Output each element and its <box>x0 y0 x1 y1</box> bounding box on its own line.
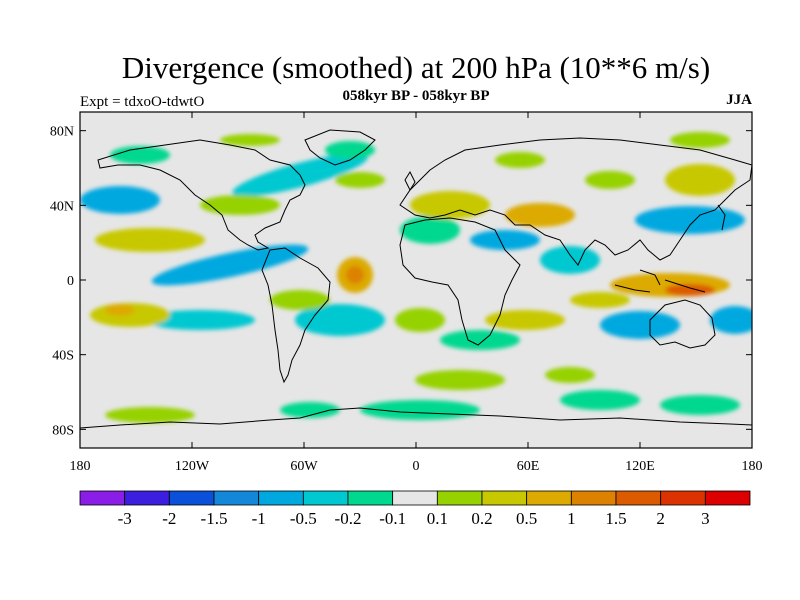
colorbar-swatch <box>436 490 483 506</box>
colorbar-label: -3 <box>118 509 132 528</box>
field-patch <box>220 134 280 146</box>
colorbar-label: 2 <box>656 509 665 528</box>
map-title: Divergence (smoothed) at 200 hPa (10**6 … <box>121 50 711 85</box>
field-patch <box>105 304 135 316</box>
colorbar-swatch <box>526 490 572 506</box>
lon-tick-label: 60W <box>290 459 318 474</box>
coastline-south-america <box>261 247 331 384</box>
colorbar-swatch <box>168 490 215 506</box>
field-patch <box>415 370 505 390</box>
coastline-indonesia <box>614 269 706 293</box>
lat-tick-label: 40N <box>50 199 74 214</box>
field-patch <box>280 402 340 418</box>
field-patch <box>151 244 309 286</box>
lat-tick-label: 0 <box>67 274 74 289</box>
field-patch <box>710 306 752 334</box>
field-patch <box>346 266 364 284</box>
colorbar-swatch <box>79 490 126 506</box>
colorbar-swatch <box>302 490 349 506</box>
field-patch <box>110 146 170 164</box>
coastline-eurasia <box>399 137 752 266</box>
colorbar-label: 1 <box>567 509 576 528</box>
coastline-japan <box>717 204 726 231</box>
field-patch <box>470 230 540 250</box>
field-patch <box>665 284 715 296</box>
field-patch <box>600 311 680 339</box>
colorbar-swatch <box>615 490 662 506</box>
field-patch <box>270 290 330 310</box>
field-patch <box>360 400 480 420</box>
field-patch <box>505 203 575 227</box>
lon-tick-label: 120E <box>625 459 655 474</box>
colorbar-swatch <box>704 490 751 506</box>
colorbar-label: -2 <box>162 509 176 528</box>
coastline-greenland <box>304 129 376 166</box>
colorbar-label: 1.5 <box>605 509 626 528</box>
experiment-label: Expt = tdxoO-tdwtO <box>80 94 205 110</box>
field-patch <box>495 152 545 168</box>
colorbar-swatch <box>660 490 706 506</box>
season-label: JJA <box>726 92 752 108</box>
lon-tick-label: 0 <box>413 459 420 474</box>
colorbar-label: 0.5 <box>516 509 537 528</box>
colorbar-swatch <box>392 490 438 506</box>
colorbar-label: -0.2 <box>335 509 362 528</box>
colorbar-swatch <box>481 490 528 506</box>
colorbar-swatch <box>124 490 170 506</box>
coastline-australia <box>649 299 716 349</box>
colorbar-swatch <box>213 490 260 506</box>
field-patch <box>325 141 375 159</box>
period-label: 058kyr BP - 058kyr BP <box>342 88 490 104</box>
lon-tick-label: 60E <box>517 459 540 474</box>
field-patch <box>80 186 160 214</box>
coastline-uk <box>404 170 416 192</box>
field-patch <box>670 132 730 148</box>
colorbar-swatch <box>347 490 394 506</box>
field-patch <box>660 395 740 415</box>
colorbar-label: 0.1 <box>427 509 448 528</box>
field-patch <box>105 407 195 423</box>
field-patch <box>200 195 280 215</box>
field-patch <box>635 206 745 234</box>
colorbar: -3 -2 -1.5 -1 -0.5 -0.2 -0.1 0.1 0.2 0.5 1 1.5 2 3 <box>79 490 751 528</box>
lon-tick-label: 120W <box>175 459 210 474</box>
field-patch <box>485 310 565 330</box>
field-patch <box>540 246 600 274</box>
longitude-axis: 180 120W 60W 0 60E 120E 180 <box>70 112 763 474</box>
colorbar-label: -1.5 <box>201 509 228 528</box>
field-patch <box>95 228 205 252</box>
field-patch <box>585 171 635 189</box>
lon-tick-label: 180 <box>70 459 91 474</box>
colorbar-swatch <box>570 490 617 506</box>
colorbar-label: -1 <box>252 509 266 528</box>
lat-tick-label: 40S <box>52 349 74 364</box>
colorbar-swatch <box>258 490 304 506</box>
colorbar-label: -0.5 <box>290 509 317 528</box>
field-patch <box>145 310 255 330</box>
field-patch <box>410 191 490 219</box>
field-patch <box>570 292 630 308</box>
lat-tick-label: 80N <box>50 125 74 140</box>
lat-tick-label: 80S <box>52 423 74 438</box>
field-patch <box>560 390 640 410</box>
field-patch <box>665 164 735 196</box>
coastline-africa <box>399 217 521 346</box>
coastlines <box>80 129 752 429</box>
coastline-antarctica <box>80 407 752 429</box>
colorbar-label: 0.2 <box>471 509 492 528</box>
field-patch <box>545 367 595 383</box>
field-patch <box>440 330 520 350</box>
colorbar-label: 3 <box>701 509 710 528</box>
lon-tick-label: 180 <box>742 459 763 474</box>
coastline-north-america <box>97 139 306 251</box>
field-patch <box>400 216 460 244</box>
latitude-axis: 80N 40N 0 40S 80S <box>50 125 752 438</box>
field-patch <box>335 172 385 188</box>
field-patch <box>395 308 445 332</box>
colorbar-label: -0.1 <box>379 509 406 528</box>
